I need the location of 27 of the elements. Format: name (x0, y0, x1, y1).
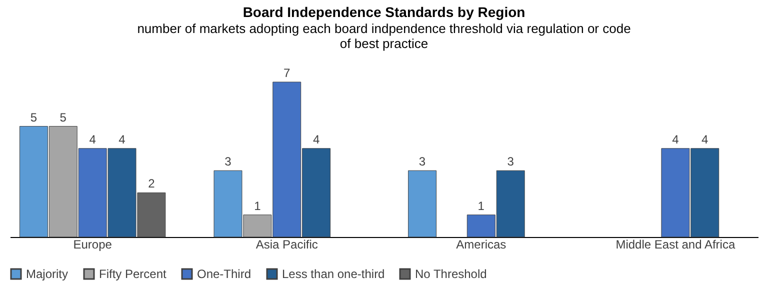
x-tick-label: Asia Pacific (256, 238, 318, 252)
data-label: 4 (672, 132, 680, 146)
text: number of markets adopting each board indpendence threshold via regulation or code (137, 21, 631, 36)
legend-label: One-Third (197, 267, 252, 281)
legend-label: No Threshold (415, 267, 487, 281)
data-label: 5 (60, 110, 67, 124)
data-label: 3 (418, 154, 426, 169)
data-label: 4 (312, 132, 320, 146)
legend-label: Fifty Percent (99, 267, 168, 281)
legend-label: Less than one-third (282, 267, 385, 281)
x-tick-label: Americas (456, 238, 506, 252)
legend-label: Majority (26, 267, 68, 281)
data-label: 4 (89, 132, 96, 146)
data-label: 7 (284, 66, 291, 80)
data-label: 5 (30, 110, 38, 124)
x-tick-label: Europe (73, 238, 112, 252)
data-label: 2 (148, 176, 156, 191)
data-label: 1 (254, 198, 262, 213)
data-label: 1 (478, 198, 485, 213)
bar (408, 170, 436, 238)
x-tick-label: Middle East and Africa (616, 238, 736, 252)
data-label: 4 (118, 132, 126, 146)
text: of best practice (340, 36, 428, 51)
data-label: 3 (507, 154, 514, 169)
chart-title: Board Independence Standards by Region (242, 4, 526, 20)
data-label: 4 (702, 132, 709, 146)
data-label: 3 (224, 154, 232, 169)
